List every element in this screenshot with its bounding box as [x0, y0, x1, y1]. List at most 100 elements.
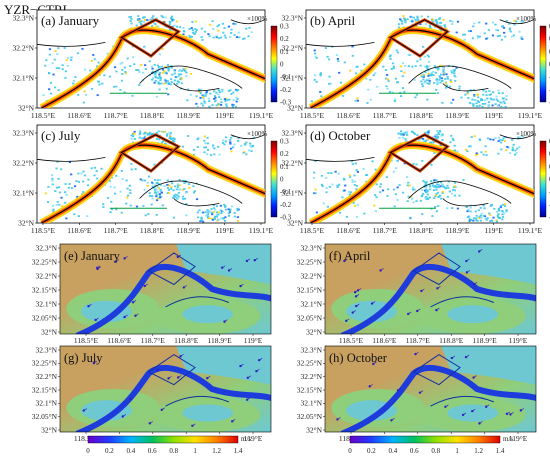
- heat-cell: [83, 174, 87, 177]
- colorbar-tick: 1.4: [496, 447, 505, 455]
- heat-cell: [440, 134, 443, 137]
- heat-cell: [215, 205, 218, 208]
- colorbar-tick: -0.3: [280, 99, 292, 107]
- heat-cell: [136, 18, 140, 20]
- heat-cell: [170, 17, 173, 19]
- colorbar-tick: 0.4: [388, 447, 397, 455]
- heat-cell: [57, 47, 60, 50]
- heat-cell: [446, 77, 449, 80]
- heat-cell: [115, 85, 118, 88]
- heat-cell: [176, 184, 179, 187]
- heat-cell: [121, 69, 124, 71]
- heat-cell: [160, 15, 163, 17]
- heat-cell: [129, 204, 132, 207]
- heat-cell: [66, 64, 69, 67]
- heat-cell: [467, 97, 470, 99]
- lowland-patch: [447, 404, 499, 422]
- heat-cell: [203, 30, 207, 33]
- heat-cell: [521, 20, 525, 23]
- heat-cell: [326, 55, 329, 58]
- wind-vector-tail: [96, 265, 101, 269]
- map-content: [306, 129, 534, 223]
- heat-cell: [217, 219, 220, 221]
- heat-cell: [187, 88, 190, 91]
- heat-cell: [110, 200, 113, 203]
- heat-cell: [438, 21, 442, 24]
- heat-cell: [143, 179, 146, 182]
- heat-cell: [214, 100, 217, 103]
- y-tick-label: 32°N: [41, 327, 57, 336]
- heat-cell: [199, 96, 202, 99]
- heat-cell: [244, 144, 247, 146]
- heat-cell: [327, 172, 330, 174]
- heat-cell: [120, 79, 124, 82]
- heat-cell: [229, 209, 232, 212]
- heat-cell: [478, 104, 481, 107]
- heat-cell: [313, 171, 316, 174]
- heat-cell: [348, 193, 351, 196]
- heat-cell: [151, 16, 154, 19]
- wind-vector-tail: [352, 310, 356, 313]
- heat-cell: [464, 93, 467, 96]
- heat-cell: [245, 153, 248, 156]
- heat-cell: [161, 82, 164, 85]
- heat-cell: [486, 97, 489, 100]
- heat-cell: [120, 169, 123, 172]
- heat-cell: [427, 138, 430, 141]
- heat-cell: [143, 137, 146, 140]
- heat-cell: [247, 149, 251, 152]
- heat-cell: [320, 174, 323, 177]
- heat-cell: [428, 183, 432, 186]
- heat-cell: [453, 181, 457, 184]
- heat-cell: [233, 215, 237, 218]
- heat-cell: [438, 18, 441, 20]
- heat-cell: [89, 69, 92, 72]
- panel-label: (g) July: [64, 351, 103, 365]
- heat-cell: [338, 211, 342, 214]
- heat-cell: [399, 95, 403, 98]
- heat-cell: [518, 30, 521, 33]
- heat-cell: [374, 72, 377, 75]
- diff-panel: (a) January ×100%0.30.20.10-0.1-0.2-0.332…: [12, 9, 292, 120]
- heat-cell: [355, 185, 359, 187]
- heat-cell: [363, 212, 366, 215]
- heat-cell: [77, 93, 80, 96]
- heat-cell: [153, 72, 157, 75]
- heat-cell: [425, 188, 428, 191]
- heat-cell: [121, 61, 124, 64]
- colorbar-tick: 0.4: [126, 447, 135, 455]
- x-tick-label: 119.1°E: [249, 111, 274, 120]
- heat-cell: [178, 68, 182, 71]
- heat-cell: [433, 152, 436, 154]
- heat-cell: [475, 219, 478, 222]
- heat-cell: [414, 18, 417, 21]
- heat-cell: [416, 60, 419, 63]
- heat-cell: [496, 35, 500, 38]
- heat-cell: [416, 15, 419, 18]
- heat-cell: [172, 18, 175, 21]
- heat-cell: [202, 211, 205, 214]
- heat-cell: [441, 190, 444, 193]
- heat-cell: [174, 185, 177, 188]
- heat-cell: [313, 74, 317, 77]
- heat-cell: [466, 150, 469, 153]
- heat-cell: [497, 152, 500, 155]
- heat-cell: [167, 67, 170, 70]
- heat-cell: [424, 131, 427, 134]
- heat-cell: [487, 101, 491, 104]
- heat-cell: [375, 183, 378, 186]
- heat-cell: [148, 131, 152, 134]
- district-boundary: [37, 18, 265, 92]
- heat-cell: [200, 102, 203, 105]
- y-tick-label: 32.2°N: [35, 372, 57, 381]
- heat-cell: [84, 93, 88, 96]
- heat-cell: [435, 188, 438, 191]
- heat-cell: [206, 210, 209, 213]
- heat-cell: [161, 140, 165, 143]
- heat-cell: [427, 74, 430, 77]
- heat-cell: [60, 196, 63, 199]
- heat-cell: [205, 91, 208, 94]
- heat-cell: [390, 68, 393, 70]
- heat-cell: [480, 151, 483, 154]
- heat-cell: [230, 150, 233, 153]
